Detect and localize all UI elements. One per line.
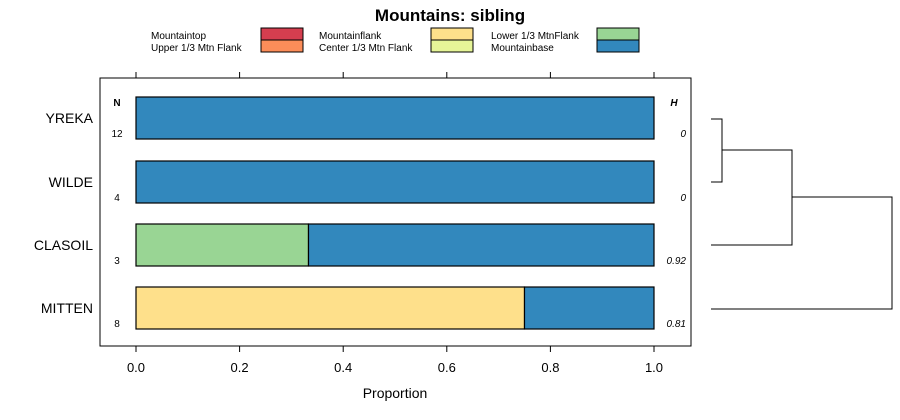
x-tick-label: 0.2 xyxy=(231,360,249,375)
chart-title: Mountains: sibling xyxy=(375,6,525,25)
row-labels: YREKA 12 0 WILDE 4 0 CLASOIL 3 0.92 MITTEN 8 0.81 xyxy=(34,110,687,330)
dendrogram xyxy=(711,118,893,310)
bar-segment xyxy=(307,223,655,267)
category-label: CLASOIL xyxy=(34,237,93,253)
h-value: 0 xyxy=(680,129,686,140)
legend-swatch xyxy=(430,39,474,53)
n-value: 12 xyxy=(111,129,123,140)
x-tick-label: 0.4 xyxy=(334,360,352,375)
h-value: 0.81 xyxy=(667,319,686,330)
n-value: 4 xyxy=(114,193,120,204)
legend-swatch xyxy=(596,27,640,41)
x-axis: 0.0 0.2 0.4 0.6 0.8 1.0 xyxy=(127,72,663,375)
bar-segment xyxy=(135,223,310,267)
n-column-header: N xyxy=(113,98,120,109)
x-tick-label: 0.0 xyxy=(127,360,145,375)
legend-swatch xyxy=(430,27,474,41)
category-label: YREKA xyxy=(46,110,94,126)
legend-swatch xyxy=(260,27,304,41)
x-tick-label: 0.8 xyxy=(541,360,559,375)
n-value: 3 xyxy=(114,256,120,267)
category-label: WILDE xyxy=(49,174,93,190)
h-value: 0 xyxy=(680,193,686,204)
h-column-header: H xyxy=(670,98,678,109)
x-tick-label: 0.6 xyxy=(438,360,456,375)
x-axis-label: Proportion xyxy=(363,385,428,401)
dendrogram-branch xyxy=(711,149,793,246)
bar-segment xyxy=(135,286,526,330)
legend-label: Lower 1/3 MtnFlank xyxy=(491,31,580,42)
legend-swatch xyxy=(596,39,640,53)
legend-label: Center 1/3 Mtn Flank xyxy=(319,43,413,54)
legend-label: Mountaintop xyxy=(151,31,206,42)
bar-segment xyxy=(135,96,655,140)
n-value: 8 xyxy=(114,319,120,330)
category-label: MITTEN xyxy=(41,300,93,316)
legend-swatch xyxy=(260,39,304,53)
bars xyxy=(135,96,655,330)
x-tick-label: 1.0 xyxy=(645,360,663,375)
plot-frame xyxy=(99,77,692,347)
legend-label: Upper 1/3 Mtn Flank xyxy=(151,43,243,54)
bar-segment xyxy=(523,286,655,330)
dendrogram-branch xyxy=(711,118,723,183)
legend-label: Mountainbase xyxy=(491,43,554,54)
bar-segment xyxy=(135,160,655,204)
legend-label: Mountainflank xyxy=(319,31,382,42)
dendrogram-branch xyxy=(711,196,893,310)
h-value: 0.92 xyxy=(667,256,687,267)
